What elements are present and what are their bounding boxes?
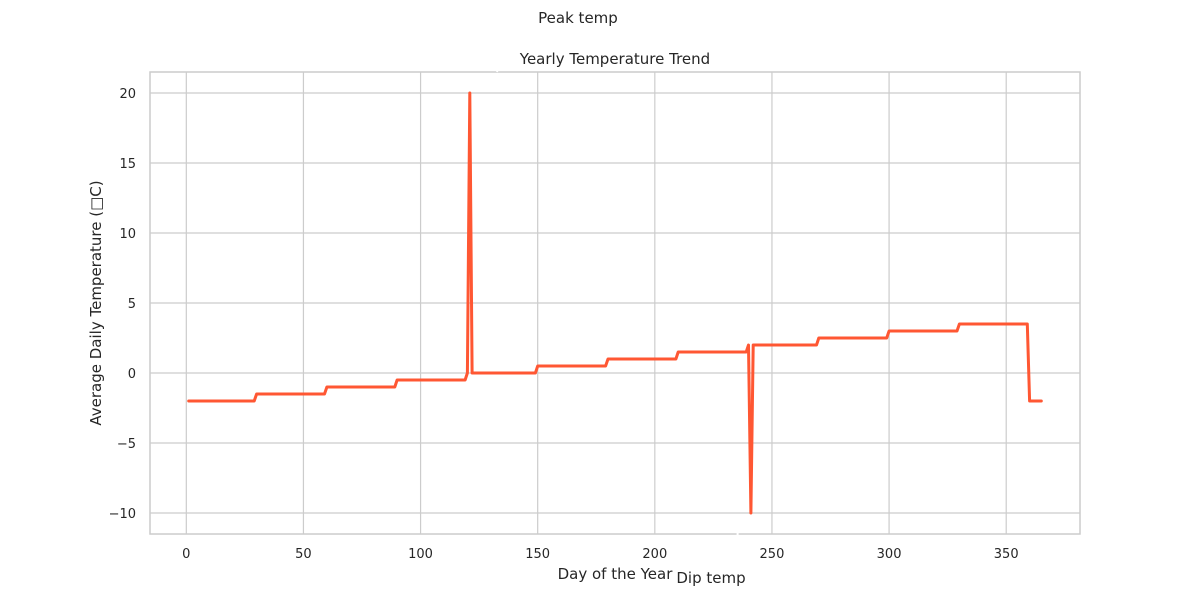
annotation-arrow-peak — [496, 59, 501, 73]
x-tick-label: 150 — [525, 547, 550, 562]
x-tick-label: 300 — [877, 547, 902, 562]
annotation-arrow-dip — [736, 513, 739, 567]
temperature-series-line — [187, 91, 1043, 515]
x-tick-label: 50 — [295, 547, 312, 562]
x-tick-label: 100 — [408, 547, 433, 562]
x-tick-labels: 0 50 100 150 200 250 300 350 — [182, 547, 1018, 562]
y-tick-label: −10 — [109, 507, 136, 522]
y-tick-label: 0 — [128, 367, 136, 382]
x-axis-label: Day of the Year — [558, 565, 674, 583]
y-tick-label: 5 — [128, 297, 136, 312]
plot-area-frame — [149, 71, 1081, 535]
y-tick-label: 15 — [119, 157, 136, 172]
annotation-peak-temp: Peak temp — [538, 9, 618, 27]
y-tick-label: 10 — [119, 227, 136, 242]
chart-title: Yearly Temperature Trend — [519, 50, 710, 68]
y-tick-label: −5 — [117, 437, 136, 452]
annotation-dip-temp: Dip temp — [676, 569, 745, 587]
x-tick-label: 200 — [642, 547, 667, 562]
y-axis-label: Average Daily Temperature (□C) — [87, 180, 105, 425]
x-tick-label: 0 — [182, 547, 190, 562]
x-tick-label: 250 — [760, 547, 785, 562]
x-tick-label: 350 — [994, 547, 1019, 562]
y-tick-label: 20 — [119, 87, 136, 102]
y-gridlines — [150, 92, 1080, 514]
y-tick-labels: −10 −5 0 5 10 15 20 — [109, 87, 136, 522]
